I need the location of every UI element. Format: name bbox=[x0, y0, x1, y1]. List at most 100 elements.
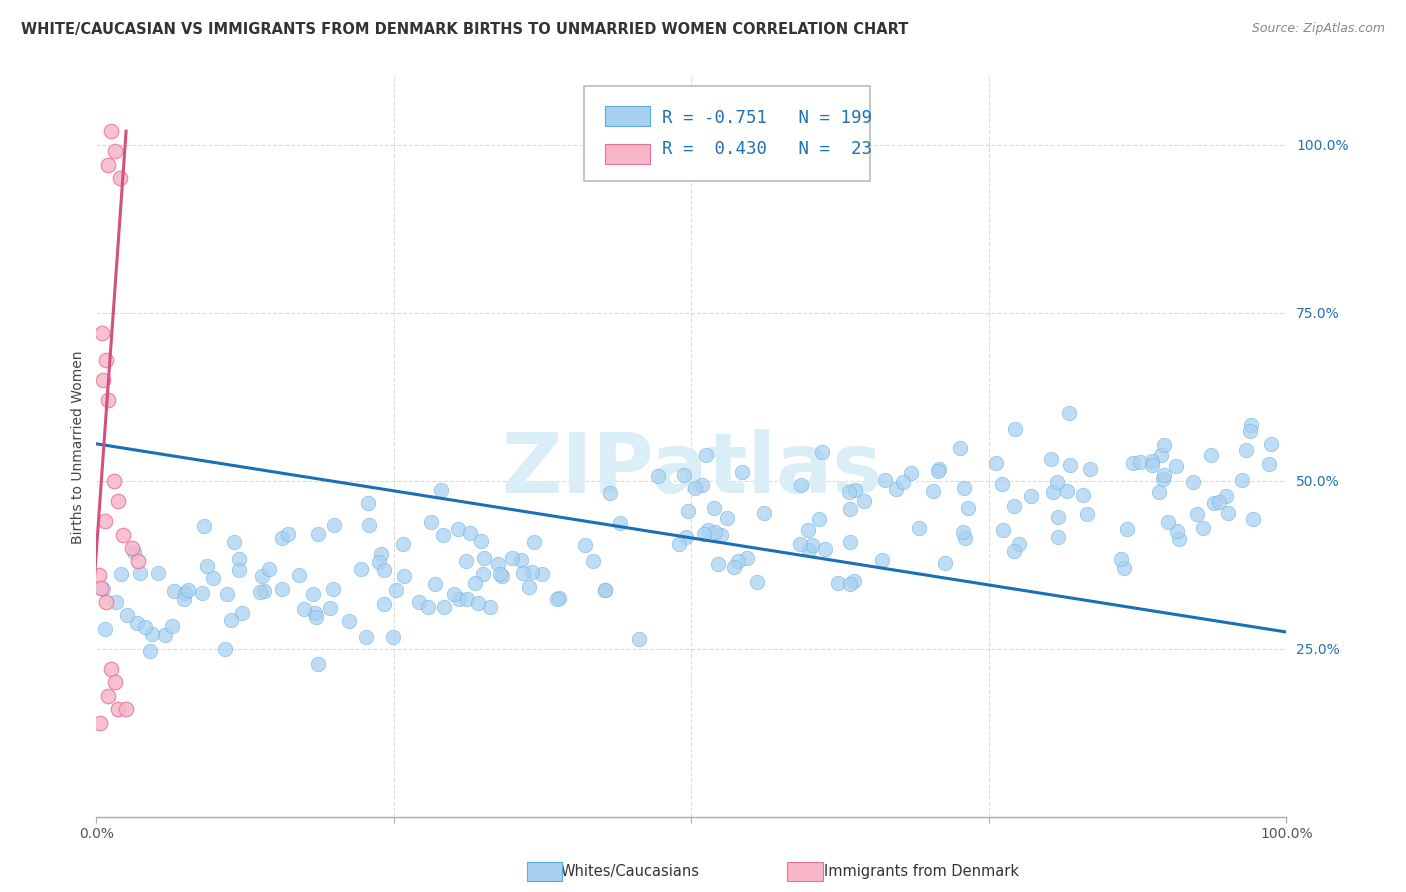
Point bbox=[683, 481, 706, 495]
Point bbox=[292, 602, 315, 616]
Point bbox=[1239, 424, 1261, 438]
Point bbox=[548, 591, 571, 605]
Point bbox=[394, 569, 416, 583]
Point bbox=[703, 500, 725, 515]
Point bbox=[839, 502, 862, 516]
Point bbox=[1185, 508, 1208, 522]
Point bbox=[510, 553, 533, 567]
Point bbox=[523, 535, 546, 549]
Point bbox=[1191, 521, 1213, 535]
Point bbox=[1116, 522, 1139, 536]
Point bbox=[1260, 437, 1282, 451]
Point bbox=[467, 596, 489, 610]
Point bbox=[470, 534, 492, 549]
Point bbox=[385, 582, 408, 597]
Point bbox=[89, 715, 111, 730]
Point bbox=[115, 607, 138, 622]
Point bbox=[1142, 454, 1164, 468]
Point bbox=[87, 568, 110, 582]
Point bbox=[97, 689, 120, 703]
Point bbox=[217, 586, 239, 600]
Bar bbox=[605, 145, 650, 164]
Point bbox=[139, 643, 162, 657]
Point bbox=[323, 517, 346, 532]
Point bbox=[318, 601, 340, 615]
Point bbox=[1204, 496, 1226, 510]
Point bbox=[808, 512, 831, 526]
Bar bbox=[605, 106, 650, 126]
Point bbox=[115, 702, 138, 716]
Point bbox=[1208, 495, 1230, 509]
Point bbox=[111, 527, 134, 541]
Point bbox=[160, 619, 183, 633]
Point bbox=[373, 597, 395, 611]
Point bbox=[522, 565, 544, 579]
Point bbox=[647, 469, 669, 483]
Point bbox=[456, 591, 478, 606]
Point bbox=[104, 675, 127, 690]
Point bbox=[676, 503, 699, 517]
Point bbox=[716, 511, 738, 525]
Point bbox=[460, 526, 482, 541]
Point bbox=[599, 486, 621, 500]
Point bbox=[253, 583, 276, 598]
Point bbox=[704, 525, 727, 540]
Point bbox=[382, 630, 405, 644]
Text: Whites/Caucasians: Whites/Caucasians bbox=[561, 864, 700, 879]
Point bbox=[810, 445, 832, 459]
Point bbox=[1129, 455, 1152, 469]
Point bbox=[668, 537, 690, 551]
Point bbox=[479, 600, 502, 615]
Point bbox=[1258, 457, 1281, 471]
Point bbox=[953, 532, 976, 546]
Point bbox=[1122, 456, 1144, 470]
Point bbox=[472, 551, 495, 566]
Point bbox=[416, 600, 439, 615]
Point bbox=[301, 587, 323, 601]
Point bbox=[1059, 458, 1081, 472]
Point bbox=[97, 158, 120, 172]
Point bbox=[419, 516, 441, 530]
Point bbox=[1056, 483, 1078, 498]
Point bbox=[228, 552, 250, 566]
Point bbox=[789, 537, 811, 551]
Point bbox=[173, 591, 195, 606]
Point bbox=[464, 575, 486, 590]
Point bbox=[695, 448, 717, 462]
Point bbox=[675, 530, 697, 544]
Text: ZIPatlas: ZIPatlas bbox=[501, 429, 882, 510]
Point bbox=[174, 585, 197, 599]
Point bbox=[110, 567, 132, 582]
Point bbox=[1076, 507, 1098, 521]
Point bbox=[673, 468, 696, 483]
Point bbox=[370, 547, 392, 561]
Point bbox=[512, 566, 534, 581]
Point bbox=[1182, 475, 1205, 490]
Point bbox=[277, 527, 299, 541]
Point bbox=[1047, 530, 1070, 544]
Point bbox=[609, 516, 631, 530]
Point bbox=[322, 582, 344, 597]
Point bbox=[100, 662, 122, 676]
Point bbox=[710, 528, 733, 542]
Point bbox=[134, 620, 156, 634]
Point bbox=[991, 476, 1014, 491]
Point bbox=[1002, 499, 1025, 513]
Point bbox=[456, 554, 478, 568]
Point bbox=[307, 527, 329, 541]
Point bbox=[891, 475, 914, 490]
Point bbox=[1140, 458, 1163, 473]
Point bbox=[927, 464, 949, 478]
Point bbox=[1152, 472, 1174, 486]
Point bbox=[489, 567, 512, 582]
Point bbox=[252, 569, 274, 583]
Y-axis label: Births to Unmarried Women: Births to Unmarried Women bbox=[72, 351, 86, 544]
Point bbox=[94, 352, 117, 367]
Point bbox=[754, 506, 776, 520]
Point bbox=[432, 528, 454, 542]
Point bbox=[141, 626, 163, 640]
Point bbox=[593, 583, 616, 598]
Text: Source: ZipAtlas.com: Source: ZipAtlas.com bbox=[1251, 22, 1385, 36]
Point bbox=[304, 606, 326, 620]
Point bbox=[221, 613, 243, 627]
